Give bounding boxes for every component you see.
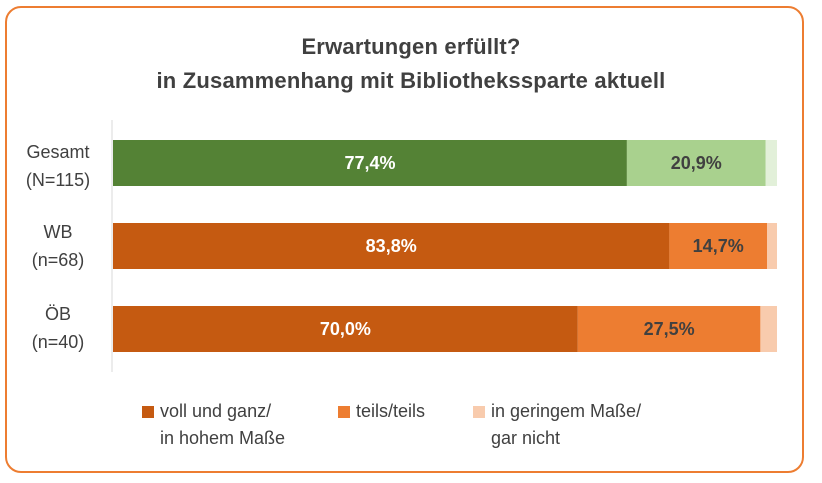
category-label-gesamt-line1: Gesamt [26,142,90,162]
category-label-ob-line2: (n=40) [31,332,85,352]
bar-wb-teils [669,223,767,269]
legend-label-gering-line2: gar nicht [491,428,561,448]
category-label-ob: ÖB (n=40) [10,300,106,356]
bar-gesamt-gering [765,140,777,186]
legend-label-voll-line1: voll und ganz/ [160,401,272,421]
category-label-ob-line1: ÖB [44,304,71,324]
legend-swatch-teils [338,406,350,418]
bar-ob-gering [760,306,777,352]
category-label-wb: WB (n=68) [10,218,106,274]
legend-item-teils: teils/teils [356,398,425,425]
bar-wb-gering [767,223,777,269]
bar-gesamt-teils [626,140,766,186]
data-label-wb-teils: 14,7% [693,236,744,256]
chart-subtitle: in Zusammenhang mit Bibliothekssparte ak… [156,68,666,93]
bar-gesamt-voll [113,140,627,186]
legend-swatch-voll [142,406,154,418]
data-label-ob-teils: 27,5% [644,319,695,339]
data-label-ob-voll: 70,0% [320,319,371,339]
legend-label-voll-line2: in hohem Maße [160,428,286,448]
category-label-wb-line1: WB [43,222,73,242]
data-label-gesamt-voll: 77,4% [344,153,395,173]
bar-wb-voll [113,223,670,269]
category-label-gesamt: Gesamt (N=115) [10,138,106,194]
category-label-wb-line2: (n=68) [31,250,85,270]
data-label-wb-voll: 83,8% [366,236,417,256]
chart-title: Erwartungen erfüllt? [301,34,521,59]
bar-ob-voll [113,306,578,352]
legend-item-voll: voll und ganz/ in hohem Maße [160,398,285,452]
data-label-gesamt-teils: 20,9% [671,153,722,173]
legend-swatch-gering [473,406,485,418]
category-label-gesamt-line2: (N=115) [25,170,91,190]
bar-ob-teils [577,306,761,352]
legend-item-gering: in geringem Maße/ gar nicht [491,398,641,452]
legend-label-gering-line1: in geringem Maße/ [491,401,642,421]
legend-label-teils-line1: teils/teils [356,401,426,421]
